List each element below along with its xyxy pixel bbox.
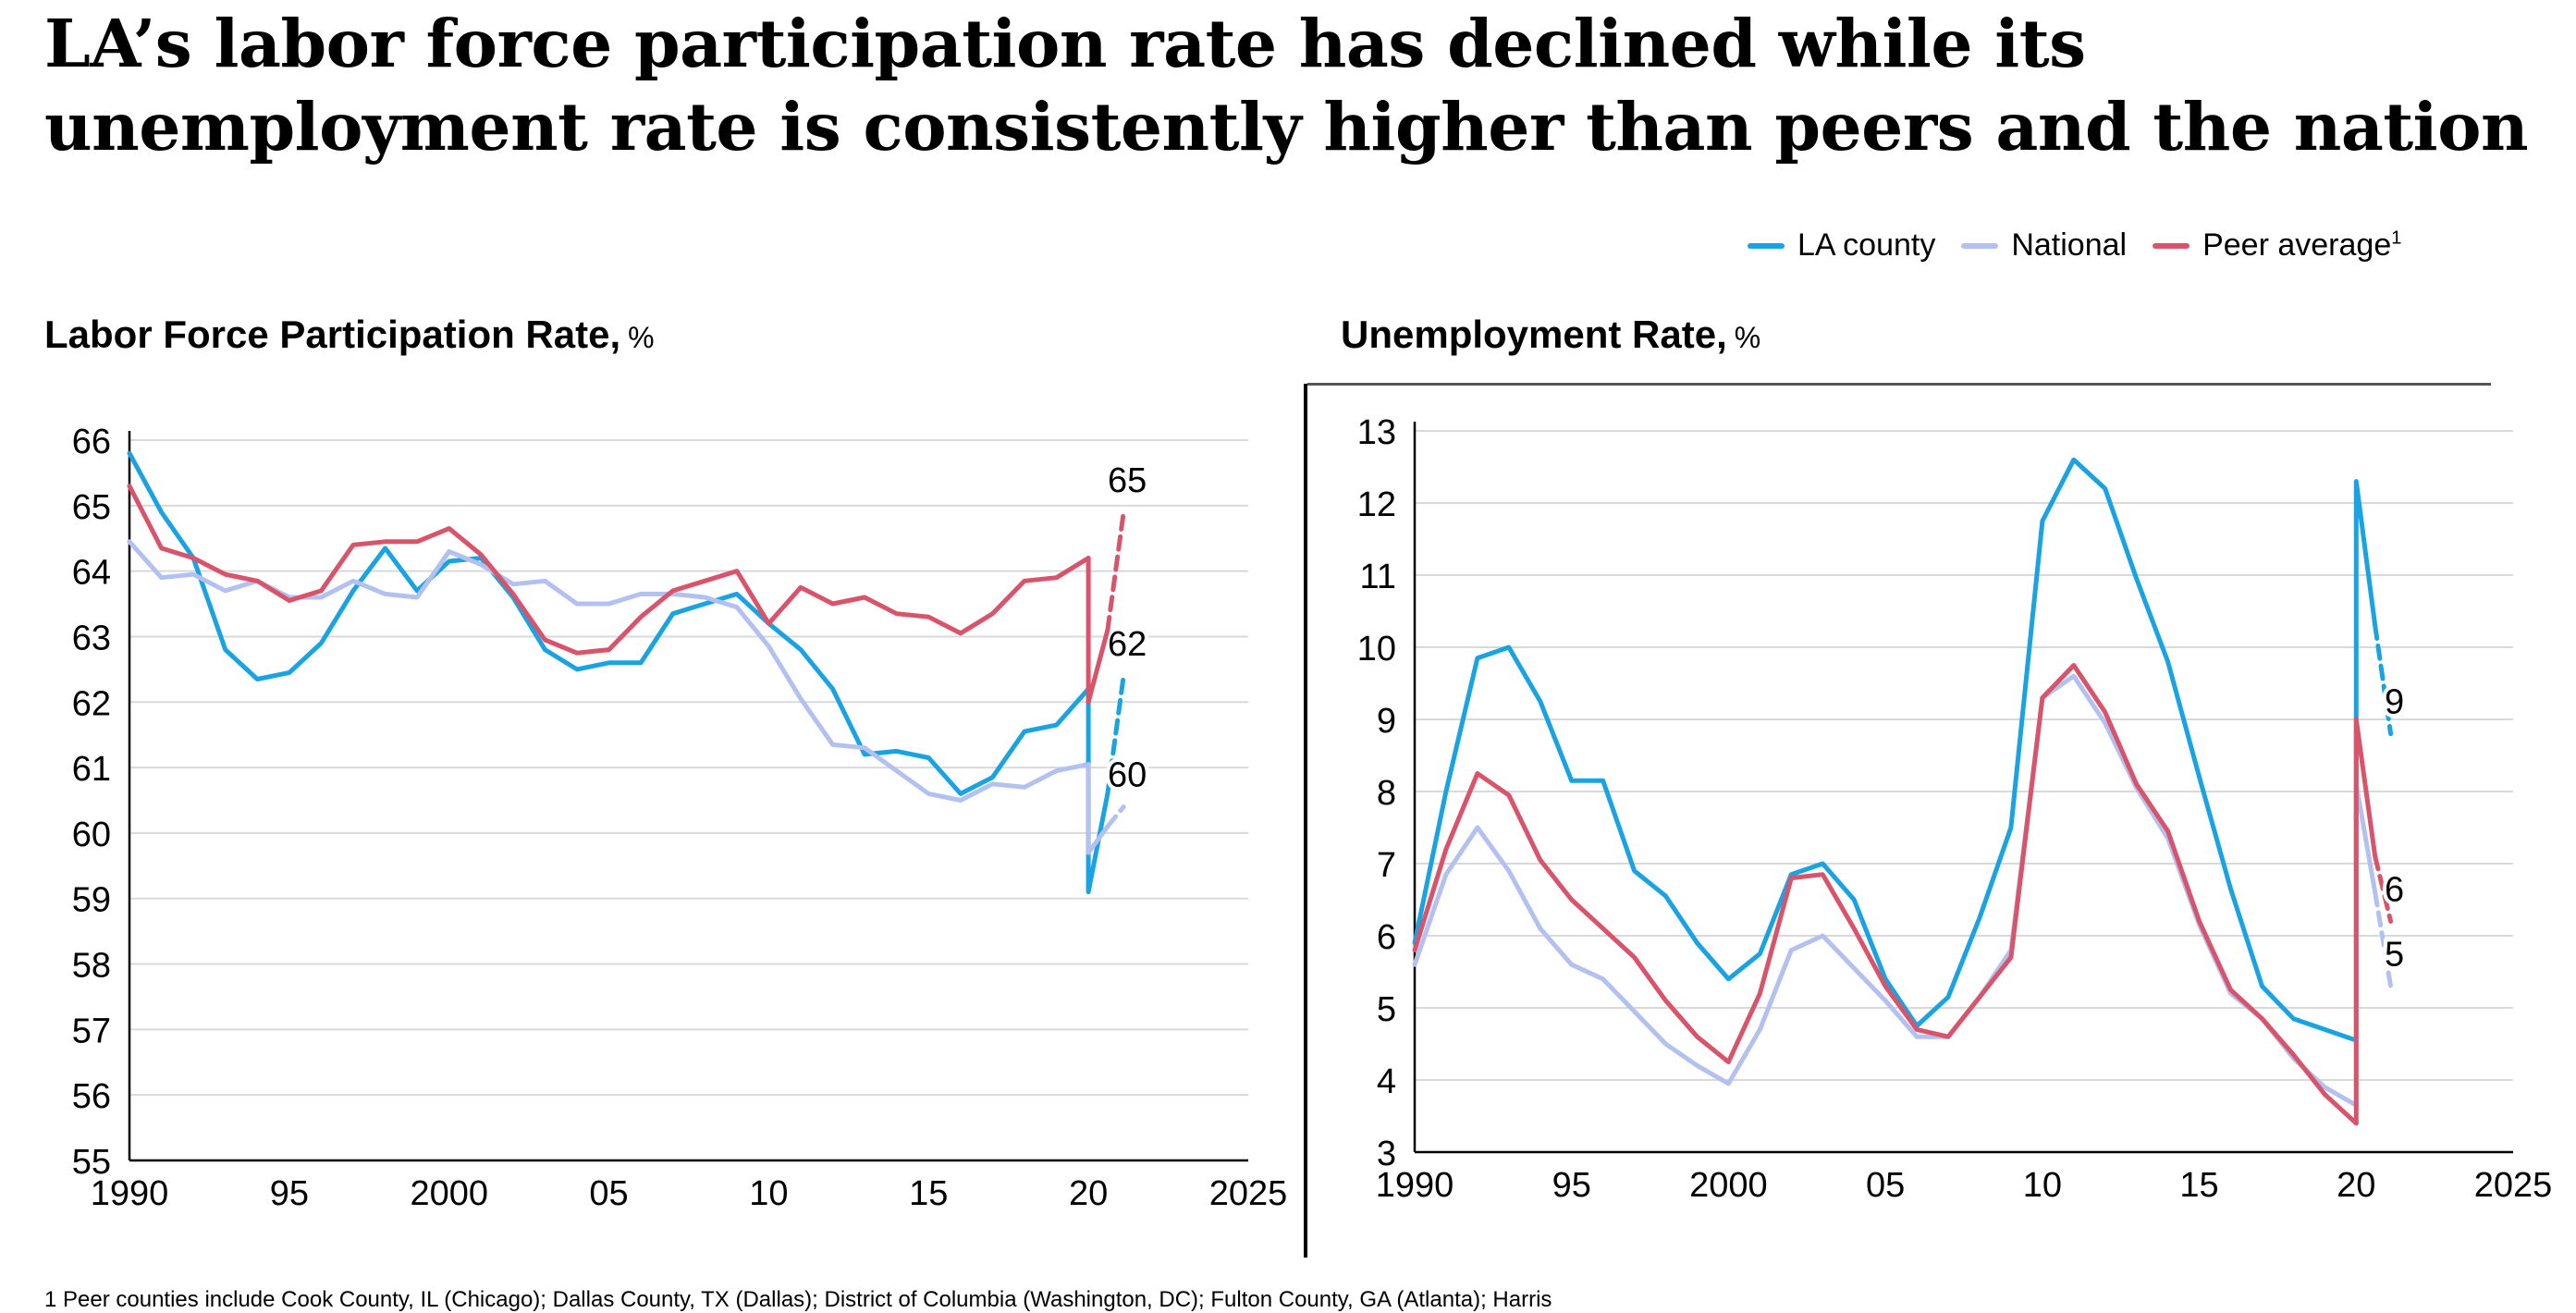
legend-item-peer-average: Peer average1 [2153,227,2401,264]
lfpr-y-tick-59: 59 [72,881,111,920]
legend-swatch-peer-average [2153,242,2190,249]
legend-label-la-county: LA county [1797,227,1936,263]
lfpr-y-tick-58: 58 [72,947,111,986]
unemp-y-tick-3: 3 [1377,1135,1396,1173]
lfpr-shock-la-county [1086,686,1110,895]
unemp-shock-la-county [2353,479,2378,1043]
unemp-end-label-peer-average: 6 [2385,870,2404,909]
lfpr-recovery-peer-average [1105,509,1126,632]
lfpr-y-tick-64: 64 [72,554,111,593]
lfpr-y-tick-57: 57 [72,1012,111,1050]
lfpr-y-tick-66: 66 [72,423,111,461]
unemp-recovery-peer-average [2373,853,2394,924]
unemp-y-tick-6: 6 [1377,918,1396,957]
lfpr-x-tick-05: 05 [589,1174,628,1213]
unemp-recovery-national [2373,890,2394,989]
page-title: LA’s labor force participation rate has … [44,5,2529,166]
unemp-y-tick-10: 10 [1357,630,1396,669]
lfpr-recovery-national [1105,804,1126,829]
unemp-x-tick-10: 10 [2023,1166,2062,1205]
chart-divider [1304,384,1307,1258]
unemp-end-label-la-county: 9 [2385,683,2404,722]
unemp-x-tick-15: 15 [2179,1166,2218,1205]
unemp-end-label-national: 5 [2385,936,2404,975]
unemp-shock-peer-average [2353,717,2378,1126]
unemployment-chart-title: Unemployment Rate,% [1341,313,1761,356]
unemp-x-tick-1990: 1990 [1376,1166,1454,1205]
unemp-y-tick-9: 9 [1377,702,1396,741]
legend-swatch-national [1961,242,1999,249]
unemp-y-tick-13: 13 [1357,413,1396,452]
unemp-x-tick-20: 20 [2337,1166,2375,1205]
lfpr-line-la-county [127,450,1091,796]
unemp-y-tick-8: 8 [1377,774,1396,813]
unemp-line-la-county [1412,457,2359,1043]
unemp-x-tick-2000: 2000 [1689,1166,1768,1205]
lfpr-shock-national [1086,762,1110,855]
chart-header-rule [1307,383,2491,386]
legend-item-la-county: LA county [1748,227,1935,264]
lfpr-y-tick-63: 63 [72,619,111,657]
lfpr-x-tick-95: 95 [270,1174,309,1213]
lfpr-x-tick-2000: 2000 [410,1174,488,1213]
unemp-x-tick-2025: 2025 [2474,1166,2553,1205]
lfpr-recovery-la-county [1105,673,1126,796]
unemp-y-tick-5: 5 [1377,990,1396,1029]
unemp-x-tick-95: 95 [1552,1166,1591,1205]
legend-swatch-la-county [1748,242,1785,249]
legend: LA county National Peer average1 [1748,227,2401,264]
unemp-x-tick-05: 05 [1866,1166,1905,1205]
legend-label-peer-average: Peer average1 [2202,227,2402,263]
lfpr-x-tick-15: 15 [909,1174,948,1213]
lfpr-shock-peer-average [1086,556,1110,705]
lfpr-y-tick-65: 65 [72,488,111,527]
unemp-y-tick-11: 11 [1360,558,1396,596]
unemp-line-peer-average [1412,663,2359,1126]
lfpr-y-tick-61: 61 [72,750,111,789]
lfpr-end-label-national: 60 [1108,756,1147,795]
legend-item-national: National [1961,227,2127,264]
footnote: 1 Peer counties include Cook County, IL … [44,1287,1552,1312]
lfpr-end-label-peer-average: 65 [1108,461,1147,500]
unemp-y-tick-12: 12 [1357,485,1396,524]
lfpr-line-peer-average [127,484,1091,656]
lfpr-x-tick-20: 20 [1069,1174,1108,1213]
unemp-recovery-la-county [2373,623,2394,737]
unemp-y-tick-7: 7 [1377,846,1396,885]
lfpr-y-tick-55: 55 [72,1143,111,1182]
lfpr-y-tick-56: 56 [72,1077,111,1116]
legend-label-national: National [2011,227,2128,263]
lfpr-x-tick-2025: 2025 [1209,1174,1288,1213]
lfpr-x-tick-10: 10 [749,1174,788,1213]
lfpr-end-label-la-county: 62 [1108,625,1147,664]
lfpr-line-national [127,539,1091,803]
lfpr-y-tick-60: 60 [72,816,111,854]
lfpr-y-tick-62: 62 [72,684,111,723]
lfpr-x-tick-1990: 1990 [91,1174,169,1213]
lfpr-chart-title: Labor Force Participation Rate,% [44,313,655,356]
unemp-y-tick-4: 4 [1377,1062,1396,1101]
